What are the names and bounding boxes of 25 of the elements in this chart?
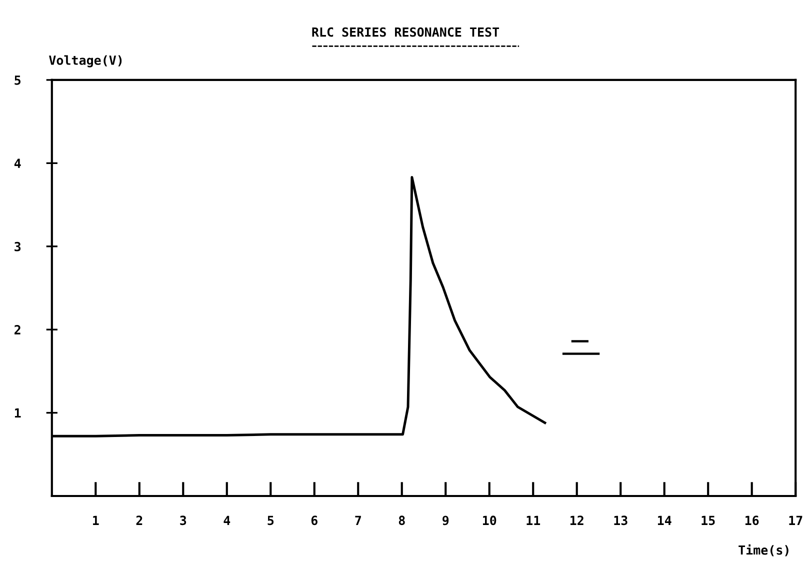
y-axis-title: Voltage(V) [49, 55, 122, 68]
x-tick-label: 3 [180, 516, 186, 526]
x-tick-label: 6 [311, 516, 318, 526]
x-axis-title: Time(s) [738, 544, 788, 556]
x-tick-label: 12 [570, 516, 584, 525]
x-tick-label: 2 [136, 516, 142, 525]
x-tick-label: 10 [482, 516, 496, 526]
x-tick-label: 13 [614, 516, 628, 526]
x-tick-label: 16 [745, 516, 759, 526]
y-tick-label: 1 [14, 408, 21, 418]
y-tick-label: 3 [14, 242, 21, 252]
x-tick-label: 5 [268, 516, 274, 526]
x-tick-label: 1 [93, 516, 99, 525]
y-tick-label: 2 [14, 325, 20, 334]
x-tick-label: 11 [526, 516, 540, 525]
x-tick-label: 9 [442, 516, 449, 526]
x-tick-label: 8 [398, 516, 405, 526]
x-tick-label: 4 [224, 516, 230, 525]
y-tick-label: 5 [14, 76, 20, 85]
chart-title: RLC SERIES RESONANCE TEST [312, 27, 500, 37]
x-tick-label: 7 [355, 516, 361, 525]
x-tick-label: 17 [789, 516, 802, 525]
x-tick-label: 14 [658, 516, 672, 525]
x-tick-label: 15 [702, 516, 715, 526]
y-tick-label: 4 [14, 158, 21, 168]
